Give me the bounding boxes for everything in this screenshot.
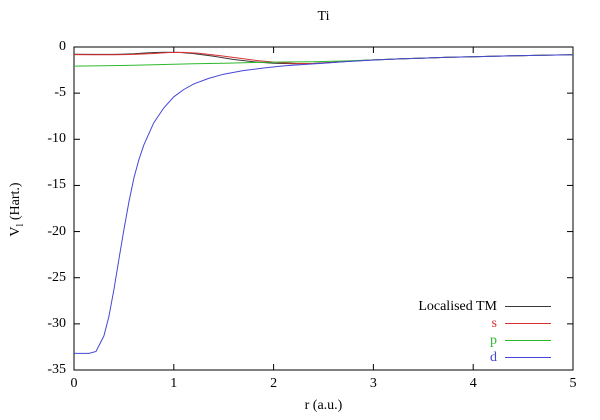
x-tick-label: 0 [70,376,78,391]
legend-line-sample [505,340,551,342]
series-line-d [74,54,574,354]
legend-line-sample [505,306,551,308]
y-tick-label: 0 [59,39,66,54]
legend-item-d: d [490,349,551,366]
legend-line-sample [505,323,551,325]
y-tick-label: -20 [47,223,66,239]
x-tick-label: 4 [469,376,477,391]
y-tick-label: -5 [54,85,66,101]
x-tick-label: 3 [369,376,377,391]
x-axis-label: r (a.u.) [304,398,343,413]
x-tick-label: 1 [170,376,178,391]
legend-item-p: p [490,332,551,349]
y-tick-label: -30 [47,315,66,331]
y-tick-label: -25 [47,269,66,285]
legend-label: p [490,333,497,349]
y-tick-label: -10 [47,131,66,147]
legend-label: Localised TM [418,299,497,315]
legend-label: s [491,316,497,332]
legend-item-localised-tm: Localised TM [418,298,551,315]
chart-title: Ti [317,9,330,24]
x-tick-label: 2 [270,376,278,391]
y-tick-label: -35 [47,362,66,377]
legend-label: d [490,350,497,366]
x-tick-label: 5 [569,376,577,391]
y-tick-label: -15 [47,177,66,193]
legend-line-sample [505,357,551,359]
plot-border [73,46,574,371]
legend-item-s: s [492,315,551,332]
